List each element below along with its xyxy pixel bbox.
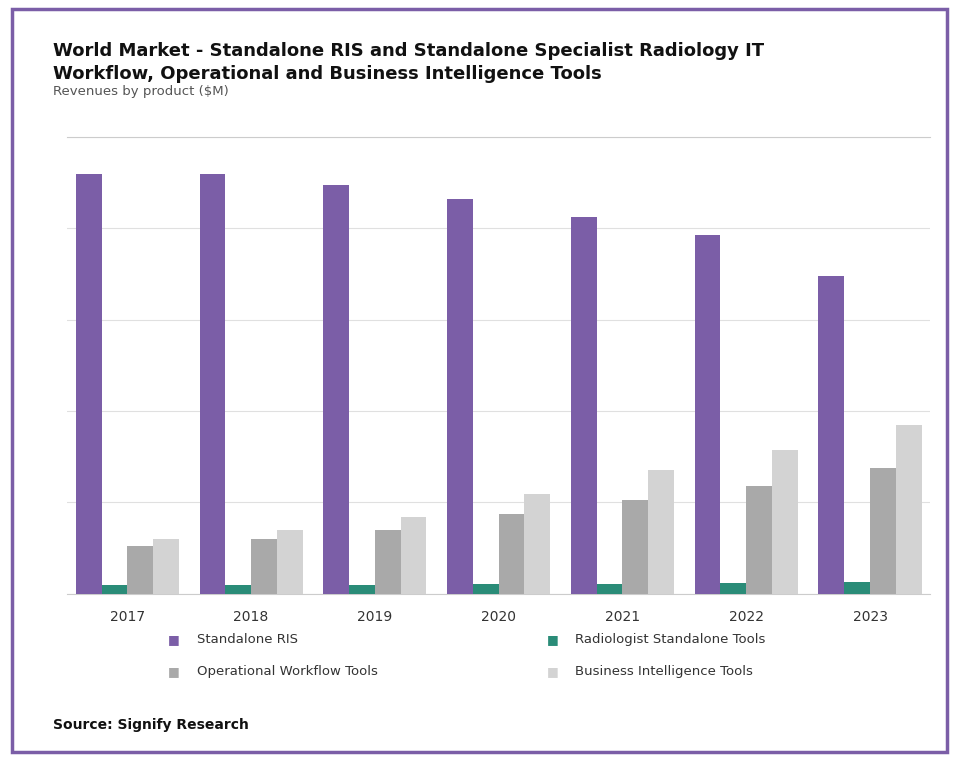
Bar xyxy=(153,539,179,594)
Bar xyxy=(720,583,746,594)
Bar xyxy=(251,539,277,594)
Text: ■: ■ xyxy=(547,664,558,678)
Bar xyxy=(323,185,349,594)
Text: ■: ■ xyxy=(168,664,179,678)
Bar xyxy=(648,470,674,594)
Bar xyxy=(225,585,251,594)
Text: Operational Workflow Tools: Operational Workflow Tools xyxy=(197,664,378,678)
Text: World Market - Standalone RIS and Standalone Specialist Radiology IT: World Market - Standalone RIS and Standa… xyxy=(53,42,764,60)
Text: Business Intelligence Tools: Business Intelligence Tools xyxy=(575,664,753,678)
Bar xyxy=(772,450,798,594)
Text: Revenues by product ($M): Revenues by product ($M) xyxy=(53,85,228,98)
Bar xyxy=(375,530,401,594)
Text: Workflow, Operational and Business Intelligence Tools: Workflow, Operational and Business Intel… xyxy=(53,65,601,83)
Bar xyxy=(128,546,153,594)
Bar xyxy=(896,425,922,594)
Text: Source: Signify Research: Source: Signify Research xyxy=(53,718,248,732)
Bar xyxy=(818,276,844,594)
Bar xyxy=(76,174,102,594)
Bar xyxy=(499,514,525,594)
Bar xyxy=(844,581,870,594)
Bar xyxy=(694,235,720,594)
Text: ■: ■ xyxy=(547,632,558,646)
Text: Standalone RIS: Standalone RIS xyxy=(197,632,297,646)
Bar xyxy=(473,584,499,594)
Bar xyxy=(870,468,896,594)
Bar xyxy=(622,500,648,594)
Bar xyxy=(746,486,772,594)
Bar xyxy=(349,585,375,594)
Bar xyxy=(199,174,225,594)
Bar xyxy=(102,585,128,594)
Bar xyxy=(447,199,473,594)
Bar xyxy=(571,217,596,594)
Bar xyxy=(596,584,622,594)
Bar xyxy=(401,517,427,594)
Text: Radiologist Standalone Tools: Radiologist Standalone Tools xyxy=(575,632,766,646)
Bar xyxy=(277,530,303,594)
Bar xyxy=(525,494,550,594)
Text: ■: ■ xyxy=(168,632,179,646)
